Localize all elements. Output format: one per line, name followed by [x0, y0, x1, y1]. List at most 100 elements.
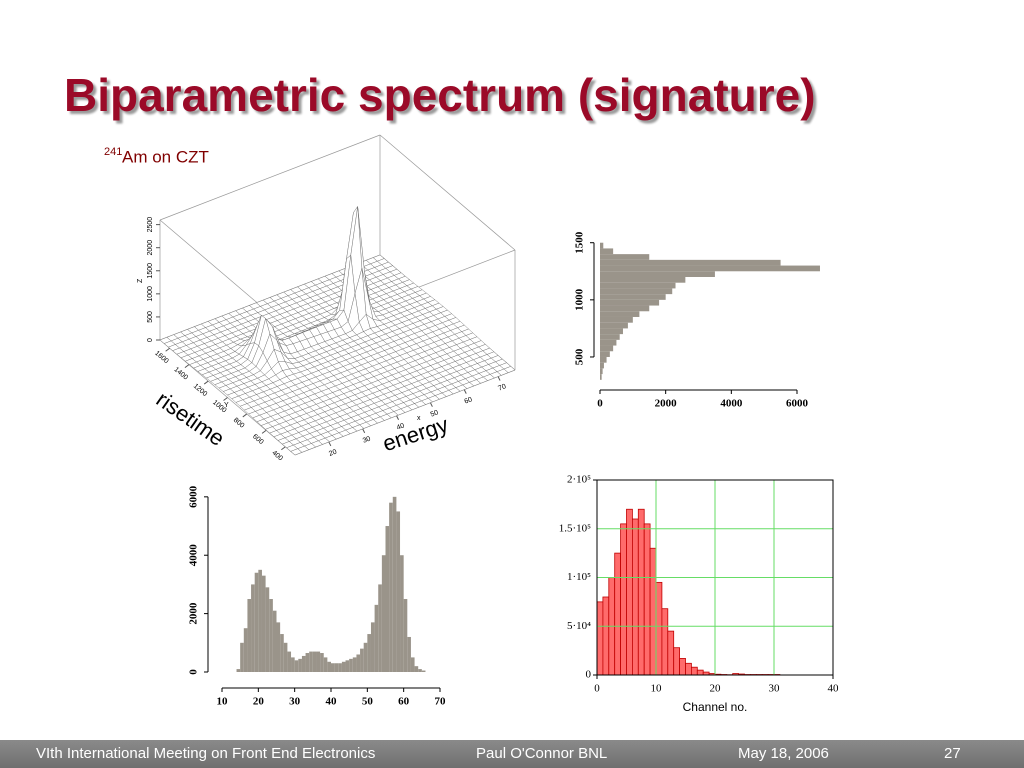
- bar: [378, 584, 382, 672]
- x-tick-label: 30: [362, 436, 372, 445]
- bar: [414, 666, 419, 672]
- x-tick: [396, 415, 399, 420]
- y-tick-label: 1.5·10⁵: [559, 522, 591, 534]
- bar: [305, 653, 310, 672]
- y-tick: [165, 347, 170, 352]
- bar: [298, 658, 302, 672]
- bar: [400, 555, 404, 672]
- bar: [620, 523, 627, 676]
- z-tick-label: 500: [147, 311, 154, 323]
- footer-date: May 18, 2006: [738, 745, 829, 762]
- bar: [600, 259, 781, 266]
- x-tick: [362, 428, 366, 434]
- x-tick-label: 20: [253, 696, 265, 708]
- x-tick: [497, 376, 501, 381]
- subtitle: Am on CZT: [122, 147, 209, 166]
- y-tick-label: 1·10⁵: [567, 571, 591, 583]
- z-tick-label: 1000: [147, 286, 154, 302]
- x-tick-label: 50: [430, 409, 440, 418]
- bar: [600, 328, 623, 335]
- bar: [352, 657, 357, 672]
- x-tick-label: 10: [217, 696, 229, 708]
- y-tick: [281, 446, 286, 451]
- histogram: 10 20 30 40 50 60 70 0 2000 4000 6000: [188, 485, 446, 707]
- y-tick-label: 2·10⁵: [567, 474, 591, 486]
- bar: [316, 651, 321, 672]
- bar: [679, 658, 686, 676]
- x-tick-label: 50: [362, 696, 374, 708]
- bar: [600, 368, 603, 375]
- y-tick-label: 1000: [574, 288, 586, 311]
- bar: [643, 523, 651, 676]
- bar: [258, 569, 262, 672]
- bar: [649, 547, 657, 676]
- y-tick: [261, 429, 267, 434]
- x-tick-label: 60: [398, 696, 410, 708]
- footer-bar: [0, 740, 1024, 768]
- x-tick-label: 4000: [720, 398, 743, 410]
- x-tick-label: 40: [326, 696, 338, 708]
- bar: [247, 599, 252, 672]
- z-tick-label: 0: [147, 338, 154, 342]
- bar: [254, 572, 259, 672]
- bar: [626, 508, 633, 676]
- y-axis-label: Y: [224, 402, 229, 409]
- x-tick: [429, 402, 433, 407]
- z-tick-label: 1500: [147, 263, 154, 279]
- y-tick-label: 5·10⁴: [567, 620, 591, 632]
- bar: [600, 356, 607, 363]
- bar: [320, 653, 324, 672]
- bar: [338, 663, 342, 672]
- y-tick-label: 4000: [188, 544, 200, 567]
- y-tick-label: 0: [586, 669, 592, 681]
- surface-plot: 0500100015002000250040060080010001200140…: [137, 134, 516, 463]
- footer-page: 27: [944, 745, 961, 762]
- bar: [385, 526, 390, 672]
- footer-event: VIth International Meeting on Front End …: [36, 745, 375, 762]
- histogram: 0 2000 4000 6000 500 1000 1500: [574, 231, 820, 410]
- y-tick-label: 800: [232, 417, 246, 430]
- bar: [240, 642, 244, 672]
- bar: [301, 655, 306, 672]
- y-tick-label: 600: [251, 433, 265, 446]
- bar: [637, 508, 645, 676]
- bar: [236, 669, 241, 672]
- bar: [363, 642, 368, 672]
- bar: [356, 654, 361, 672]
- bar: [407, 636, 411, 672]
- bar: [367, 634, 371, 672]
- histogram: 0 10 20 30 40 0 5·10⁴ 1·10⁵ 1.5·10⁵ 2·10⁵ Channel …: [559, 474, 839, 715]
- bar: [392, 496, 397, 672]
- bar: [685, 662, 692, 676]
- subtitle-superscript: 241: [104, 146, 122, 158]
- bar: [323, 657, 328, 672]
- bar: [696, 669, 704, 676]
- bar: [287, 651, 292, 672]
- y-tick-label: 1200: [192, 383, 209, 398]
- x-tick-label: 30: [289, 696, 301, 708]
- x-tick: [463, 389, 467, 394]
- x-tick-label: 0: [597, 398, 603, 410]
- bar: [283, 642, 288, 672]
- bar: [600, 311, 640, 317]
- bar: [276, 622, 281, 672]
- x-tick-label: 20: [328, 449, 338, 458]
- x-tick-label: 0: [594, 683, 600, 695]
- bar: [600, 334, 620, 340]
- x-tick-label: 40: [396, 422, 406, 431]
- bar: [600, 339, 617, 346]
- bar: [691, 666, 698, 676]
- bar: [341, 661, 346, 672]
- bar: [655, 581, 663, 676]
- bar: [309, 651, 313, 672]
- bar: [410, 657, 415, 672]
- bar: [600, 265, 820, 272]
- annotation: risetime: [152, 386, 229, 451]
- z-tick-label: 2000: [147, 240, 154, 256]
- bar: [327, 661, 331, 672]
- x-tick-label: 30: [769, 683, 781, 695]
- y-tick-label: 0: [188, 669, 200, 675]
- bar: [600, 276, 686, 283]
- bar: [600, 322, 628, 329]
